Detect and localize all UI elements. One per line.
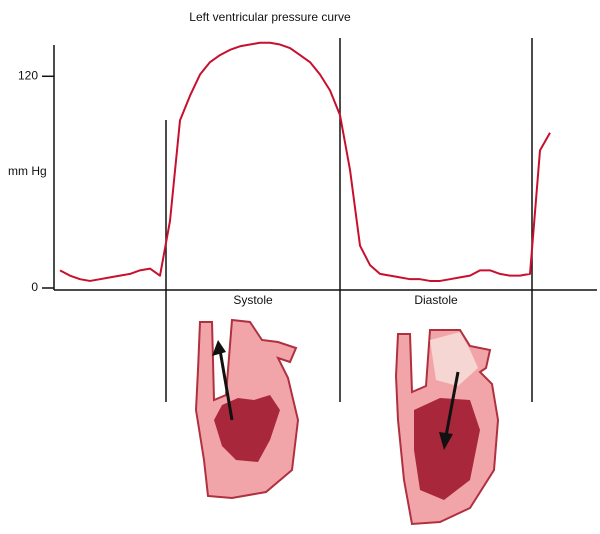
curve-label: Left ventricular pressure curve — [189, 10, 351, 24]
heart-systole — [194, 318, 300, 500]
y-axis-label: mm Hg — [8, 164, 47, 178]
y-tick-label: 120 — [18, 68, 38, 82]
y-tick-label: 0 — [31, 280, 38, 294]
phase-label: Systole — [233, 293, 273, 307]
phase-label: Diastole — [414, 293, 458, 307]
pressure-curve — [59, 41, 551, 282]
heart-diastole — [394, 329, 500, 526]
